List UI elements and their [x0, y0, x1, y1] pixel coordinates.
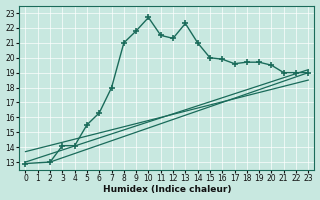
X-axis label: Humidex (Indice chaleur): Humidex (Indice chaleur) — [103, 185, 231, 194]
